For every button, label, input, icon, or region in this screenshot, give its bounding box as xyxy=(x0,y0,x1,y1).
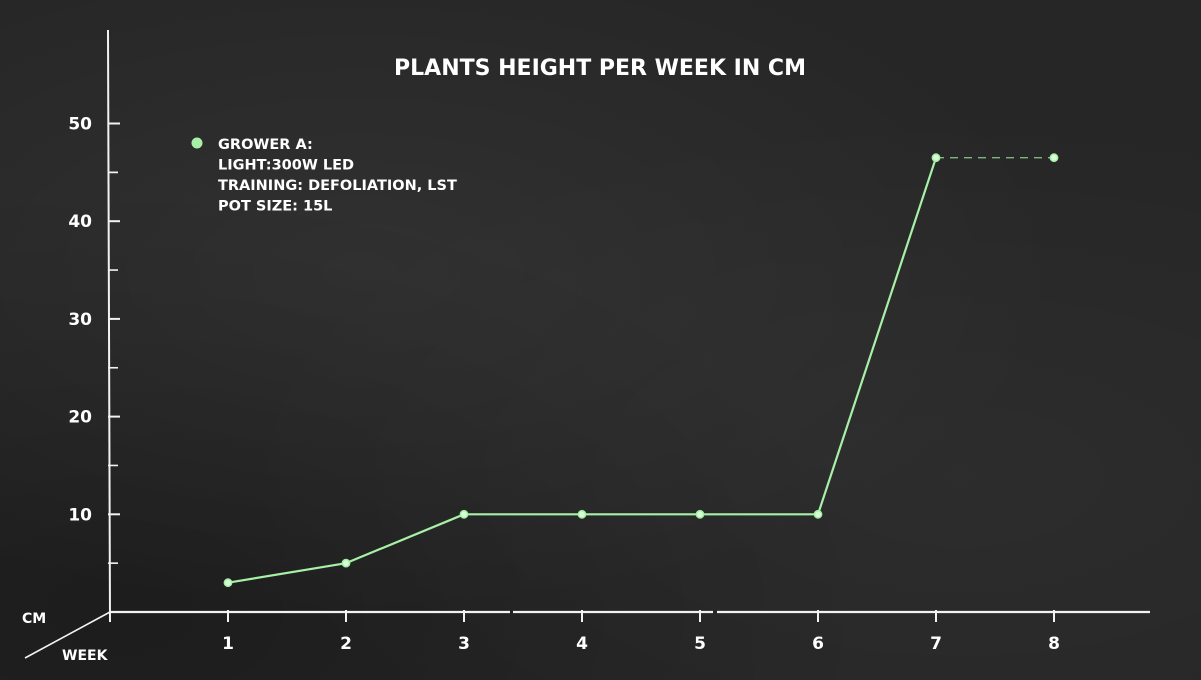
series-layer xyxy=(223,153,1059,588)
data-point xyxy=(1049,153,1059,163)
y-tick-label: 40 xyxy=(68,212,92,232)
axes xyxy=(24,29,1150,659)
series-line xyxy=(227,157,938,584)
data-point xyxy=(341,558,351,568)
y-tick-label: 10 xyxy=(68,505,92,525)
x-tick-label: 6 xyxy=(812,634,824,654)
data-point xyxy=(459,509,469,519)
y-axis-label: CM xyxy=(22,611,46,627)
y-tick-label: 50 xyxy=(68,115,92,135)
x-tick-label: 1 xyxy=(222,634,234,654)
x-axis-ticks: 1 2 3 4 5 6 7 8 xyxy=(222,610,1060,654)
data-point xyxy=(577,509,587,519)
data-point xyxy=(695,509,705,519)
data-point xyxy=(223,578,233,588)
y-axis-ticks: 10 20 30 40 50 xyxy=(68,115,120,564)
chart-title-group: PLANTS HEIGHT PER WEEK IN CM xyxy=(394,56,806,81)
legend-detail-line: POT SIZE: 15L xyxy=(218,199,332,215)
y-tick-label: 20 xyxy=(68,408,92,428)
x-tick-label: 2 xyxy=(340,634,352,654)
legend: GROWER A: LIGHT:300W LED TRAINING: DEFOLIA… xyxy=(191,137,457,215)
legend-marker xyxy=(191,137,203,149)
legend-detail-line: LIGHT:300W LED xyxy=(218,158,354,174)
y-tick-label: 30 xyxy=(68,310,92,330)
legend-detail-line: TRAINING: DEFOLIATION, LST xyxy=(218,178,457,194)
x-tick-label: 8 xyxy=(1048,634,1060,654)
x-tick-label: 4 xyxy=(576,634,588,654)
chart-title: PLANTS HEIGHT PER WEEK IN CM xyxy=(394,56,806,81)
data-point xyxy=(813,509,823,519)
x-tick-label: 5 xyxy=(694,634,706,654)
y-axis-line xyxy=(107,29,111,623)
x-axis-label: WEEK xyxy=(62,648,109,664)
data-point xyxy=(931,153,941,163)
legend-series-name: GROWER A: xyxy=(218,137,313,153)
x-tick-label: 7 xyxy=(930,634,942,654)
week-diagonal-line xyxy=(24,611,111,659)
x-tick-label: 3 xyxy=(458,634,470,654)
